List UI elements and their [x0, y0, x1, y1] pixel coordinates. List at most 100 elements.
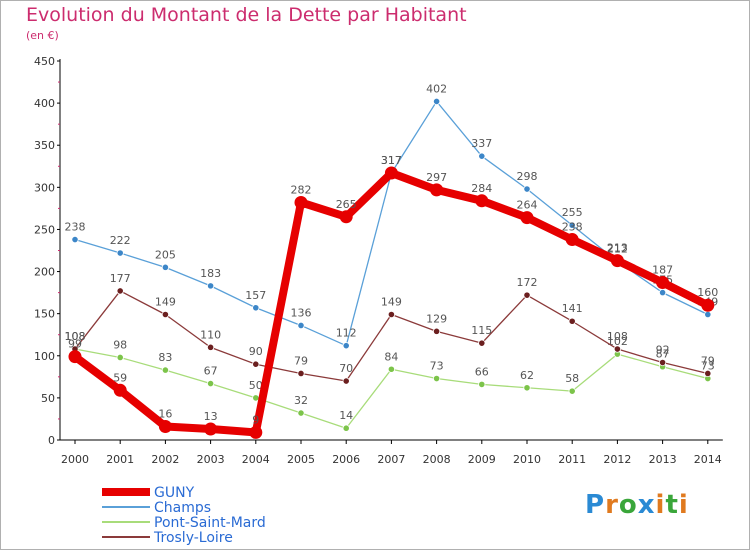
data-label-trosly-loire: 108 — [607, 330, 628, 343]
data-label-champs: 298 — [517, 170, 538, 183]
data-label-champs: 183 — [200, 267, 221, 280]
x-tick-label: 2006 — [332, 453, 360, 466]
data-label-guny: 9 — [252, 413, 259, 426]
data-label-guny: 187 — [652, 264, 673, 277]
y-tick-label: 200 — [34, 266, 55, 279]
data-point-trosly-loire — [613, 345, 622, 353]
data-label-guny: 297 — [426, 171, 447, 184]
data-point-guny — [430, 183, 444, 197]
logo-letter: r — [605, 490, 619, 520]
x-tick-label: 2004 — [242, 453, 270, 466]
x-tick-label: 2003 — [197, 453, 225, 466]
data-point-pont-saint-mard — [387, 365, 395, 373]
data-label-pont-saint-mard: 50 — [249, 379, 263, 392]
data-label-guny: 317 — [381, 154, 402, 167]
y-tick-label: 400 — [34, 97, 55, 110]
data-point-guny — [113, 383, 127, 397]
data-point-champs — [161, 263, 169, 271]
y-tick-label: 250 — [34, 223, 55, 236]
data-label-guny: 213 — [607, 242, 628, 255]
data-point-trosly-loire — [658, 358, 667, 367]
data-point-pont-saint-mard — [207, 379, 215, 388]
y-tick-label: 100 — [34, 350, 55, 363]
data-label-trosly-loire: 141 — [562, 302, 583, 315]
legend-label-trosly-loire: Trosly-Loire — [153, 530, 233, 546]
data-label-trosly-loire: 110 — [200, 328, 221, 341]
data-label-trosly-loire: 149 — [155, 296, 176, 309]
data-point-trosly-loire — [704, 369, 712, 378]
data-label-pont-saint-mard: 87 — [656, 348, 670, 361]
data-point-trosly-loire — [297, 369, 305, 378]
data-point-guny — [294, 195, 308, 209]
data-label-guny: 265 — [336, 198, 357, 211]
chart-unit: (en €) — [26, 29, 59, 42]
data-label-pont-saint-mard: 84 — [384, 350, 398, 363]
data-point-guny — [384, 166, 398, 180]
data-label-pont-saint-mard: 67 — [204, 365, 218, 378]
data-point-trosly-loire — [161, 310, 169, 319]
data-point-trosly-loire — [568, 317, 576, 325]
x-tick-label: 2014 — [694, 453, 722, 466]
y-tick-label: 50 — [41, 392, 55, 405]
x-tick-label: 2009 — [468, 453, 496, 466]
data-label-guny: 59 — [113, 371, 127, 384]
data-point-trosly-loire — [432, 327, 441, 335]
data-point-trosly-loire — [207, 343, 215, 351]
data-point-trosly-loire — [116, 287, 124, 295]
y-tick-label: 150 — [34, 308, 55, 321]
data-label-guny: 284 — [471, 182, 492, 195]
x-tick-label: 2000 — [61, 453, 89, 466]
data-point-pont-saint-mard — [342, 424, 350, 432]
data-label-champs: 205 — [155, 248, 176, 261]
data-label-guny: 238 — [562, 221, 583, 234]
data-label-champs: 238 — [65, 221, 86, 234]
data-label-trosly-loire: 70 — [339, 362, 353, 375]
data-point-trosly-loire — [523, 291, 531, 299]
data-point-champs — [71, 235, 79, 244]
data-point-trosly-loire — [342, 377, 350, 385]
data-point-pont-saint-mard — [297, 409, 305, 417]
data-label-guny: 264 — [517, 199, 538, 212]
data-label-pont-saint-mard: 102 — [607, 335, 628, 348]
x-tick-label: 2008 — [423, 453, 451, 466]
data-label-trosly-loire: 108 — [65, 330, 86, 343]
data-label-champs: 112 — [336, 327, 357, 340]
data-point-guny — [204, 422, 218, 436]
x-tick-label: 2013 — [649, 453, 677, 466]
data-point-champs — [704, 310, 712, 319]
data-point-guny — [475, 194, 489, 208]
data-point-guny — [565, 233, 579, 247]
x-tick-label: 2011 — [558, 453, 586, 466]
data-label-pont-saint-mard: 73 — [430, 360, 444, 373]
data-point-guny — [158, 420, 172, 434]
logo-letter: i — [678, 490, 689, 520]
data-label-trosly-loire: 79 — [701, 354, 715, 367]
data-label-guny: 99 — [68, 338, 82, 351]
data-point-champs — [342, 342, 350, 350]
data-label-trosly-loire: 172 — [517, 276, 538, 289]
data-label-champs: 157 — [245, 289, 266, 302]
data-label-champs: 222 — [110, 234, 131, 247]
logo-letter: i — [655, 490, 666, 520]
data-label-trosly-loire: 149 — [381, 296, 402, 309]
data-point-pont-saint-mard — [161, 366, 169, 374]
data-point-pont-saint-mard — [252, 394, 260, 402]
data-label-pont-saint-mard: 58 — [565, 372, 579, 385]
legend-label-pont-saint-mard: Pont-Saint-Mard — [154, 515, 266, 531]
data-label-trosly-loire: 92 — [656, 344, 670, 357]
data-point-champs — [568, 221, 576, 229]
data-label-champs: 402 — [426, 82, 447, 95]
data-label-guny: 160 — [697, 286, 718, 299]
data-label-champs: 317 — [381, 154, 402, 167]
data-label-champs: 255 — [562, 206, 583, 219]
data-point-guny — [249, 425, 263, 439]
data-point-pont-saint-mard — [116, 353, 124, 362]
chart-title: Evolution du Montant de la Dette par Hab… — [26, 4, 467, 26]
data-point-trosly-loire — [478, 339, 486, 347]
x-tick-label: 2007 — [377, 453, 405, 466]
data-label-guny: 16 — [158, 408, 172, 421]
data-label-trosly-loire: 79 — [294, 354, 308, 367]
y-tick-label: 450 — [34, 55, 55, 68]
data-label-pont-saint-mard: 66 — [475, 365, 489, 378]
